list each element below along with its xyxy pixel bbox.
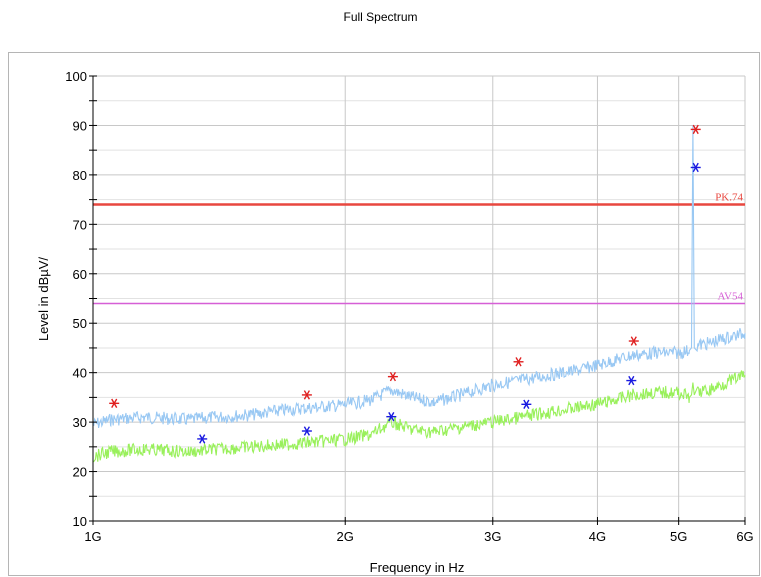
grid xyxy=(92,75,746,522)
marker-stroke xyxy=(303,426,310,436)
asterisk-marker xyxy=(513,357,524,367)
limit-line-label: PK.74 xyxy=(715,192,743,204)
y-axis-title: Level in dBµV/ xyxy=(36,257,51,341)
marker-stroke xyxy=(303,390,310,400)
asterisk-marker xyxy=(301,390,312,400)
asterisk-marker xyxy=(301,426,312,436)
x-tick-label: 1G xyxy=(84,529,101,544)
chart-frame xyxy=(8,52,760,576)
y-tick-label: 50 xyxy=(73,316,87,331)
asterisk-marker xyxy=(197,434,208,444)
marker-stroke xyxy=(111,398,118,409)
series-trace xyxy=(92,370,746,463)
marker-stroke xyxy=(692,162,699,173)
x-tick-label: 2G xyxy=(337,529,354,544)
asterisk-marker xyxy=(521,399,532,409)
y-tick-label: 70 xyxy=(73,217,87,232)
y-tick-label: 20 xyxy=(73,465,87,480)
marker-stroke xyxy=(523,399,530,409)
limit-line-label: AV54 xyxy=(718,290,744,302)
marker-stroke xyxy=(630,336,637,346)
y-tick-label: 80 xyxy=(73,168,87,183)
x-tick-label: 6G xyxy=(736,529,753,544)
x-axis-title: Frequency in Hz xyxy=(370,560,465,575)
x-tick-label: 3G xyxy=(484,529,501,544)
axes: 10 20 30 40 50 60 70 80 90 100 1G 2G 3G 4G 5G 6G xyxy=(65,69,753,544)
y-tick-label: 60 xyxy=(73,267,87,282)
asterisk-marker xyxy=(628,336,639,346)
marker-stroke xyxy=(692,124,699,135)
y-tick-label: 30 xyxy=(73,415,87,430)
y-tick-label: 90 xyxy=(73,118,87,133)
asterisk-marker xyxy=(386,411,397,422)
marker-stroke xyxy=(388,411,395,422)
asterisk-marker xyxy=(690,124,701,135)
asterisk-marker xyxy=(626,375,637,386)
y-tick-label: 10 xyxy=(73,514,87,529)
chart-title: Full Spectrum xyxy=(343,10,418,24)
x-tick-label: 5G xyxy=(670,529,687,544)
x-tick-label: 4G xyxy=(589,529,606,544)
marker-stroke xyxy=(515,357,522,367)
asterisk-marker xyxy=(109,398,120,409)
marker-stroke xyxy=(199,434,206,444)
series-group xyxy=(92,125,746,463)
limit-lines: PK.74 AV54 xyxy=(93,192,745,305)
marker-group xyxy=(109,124,701,444)
asterisk-marker xyxy=(387,371,398,382)
series-trace xyxy=(92,125,746,429)
marker-stroke xyxy=(628,375,635,386)
y-tick-label: 100 xyxy=(65,69,87,84)
asterisk-marker xyxy=(690,162,701,173)
marker-stroke xyxy=(389,371,397,382)
y-tick-label: 40 xyxy=(73,366,87,381)
